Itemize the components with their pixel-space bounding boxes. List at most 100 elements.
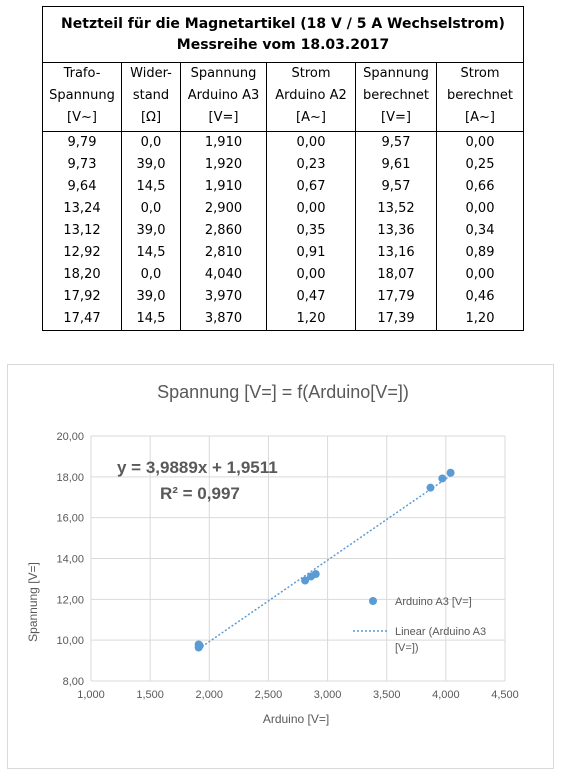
table-cell: 1,910 <box>180 176 267 198</box>
table-cell: 9,57 <box>355 131 437 154</box>
data-point <box>301 576 310 585</box>
header-widerstand: Wider- stand [Ω] <box>121 62 181 132</box>
x-tick-label: 4,500 <box>491 689 519 701</box>
table-cell: 0,46 <box>436 286 524 308</box>
table-cell: 0,91 <box>266 242 356 264</box>
y-tick-label: 18,00 <box>56 472 84 484</box>
x-tick-label: 2,500 <box>255 689 283 701</box>
y-tick-label: 14,00 <box>56 554 84 566</box>
table-title-cell: Netzteil für die Magnetartikel (18 V / 5… <box>42 6 524 63</box>
table-cell: 0,0 <box>121 264 181 286</box>
header-trafo-spannung: Trafo- Spannung [V~] <box>42 62 122 132</box>
trendline-equation: y = 3,9889x + 1,9511 <box>117 458 278 477</box>
table-cell: 0,00 <box>266 264 356 286</box>
table-cell: 9,73 <box>42 154 122 176</box>
trendline-layer <box>198 474 452 650</box>
table-cell: 0,00 <box>266 198 356 220</box>
table-cell: 14,5 <box>121 176 181 198</box>
y-tick-label: 12,00 <box>56 594 84 606</box>
table-cell: 0,0 <box>121 198 181 220</box>
table-cell: 1,920 <box>180 154 267 176</box>
y-tick-label: 20,00 <box>56 431 84 443</box>
x-tick-label: 4,000 <box>432 689 460 701</box>
table-row: 17,47 14,5 3,870 1,20 17,39 1,20 <box>42 308 524 331</box>
table-cell: 17,47 <box>42 308 122 331</box>
table-row: 9,73 39,0 1,920 0,23 9,61 0,25 <box>42 154 524 176</box>
data-point <box>446 468 455 477</box>
y-tick-label: 10,00 <box>56 635 84 647</box>
data-point <box>194 643 203 652</box>
legend-label-trendline: Linear (Arduino A3 <box>395 626 486 638</box>
table-cell: 12,92 <box>42 242 122 264</box>
table-cell: 9,79 <box>42 131 122 154</box>
table-cell: 17,39 <box>355 308 437 331</box>
data-point <box>426 483 435 492</box>
header-strom-berechnet: Strom berechnet [A~] <box>436 62 524 132</box>
chart-gridlines <box>90 435 506 682</box>
table-cell: 9,64 <box>42 176 122 198</box>
table-cell: 9,57 <box>355 176 437 198</box>
table-row: 9,64 14,5 1,910 0,67 9,57 0,66 <box>42 176 524 198</box>
table-row: 17,92 39,0 3,970 0,47 17,79 0,46 <box>42 286 524 308</box>
table-cell: 17,92 <box>42 286 122 308</box>
table-cell: 13,24 <box>42 198 122 220</box>
table-subtitle: Messreihe vom 18.03.2017 <box>176 36 390 53</box>
table-cell: 2,900 <box>180 198 267 220</box>
table-cell: 13,36 <box>355 220 437 242</box>
table-cell: 1,20 <box>266 308 356 331</box>
y-tick-label: 8,00 <box>63 676 84 688</box>
table-cell: 0,00 <box>436 131 524 154</box>
table-row: 12,92 14,5 2,810 0,91 13,16 0,89 <box>42 242 524 264</box>
x-tick-label: 3,500 <box>373 689 401 701</box>
legend-label-series: Arduino A3 [V=] <box>395 596 472 608</box>
chart-title: Spannung [V=] = f(Arduino[V=]) <box>157 382 409 402</box>
table-cell: 0,47 <box>266 286 356 308</box>
table-cell: 39,0 <box>121 154 181 176</box>
table-cell: 0,67 <box>266 176 356 198</box>
chart-area: Spannung [V=] = f(Arduino[V=]) 8,00 10,00… <box>7 364 554 769</box>
table-cell: 39,0 <box>121 220 181 242</box>
chart-legend: Arduino A3 [V=] Linear (Arduino A3 [V=]) <box>353 596 486 654</box>
y-axis-ticks: 8,00 10,00 12,00 14,00 16,00 18,00 20,00 <box>56 431 84 688</box>
table-cell: 1,910 <box>180 131 267 154</box>
table-cell: 39,0 <box>121 286 181 308</box>
scatter-chart: Spannung [V=] = f(Arduino[V=]) 8,00 10,00… <box>26 382 519 726</box>
table-cell: 3,870 <box>180 308 267 331</box>
x-tick-label: 1,500 <box>136 689 164 701</box>
table-cell: 17,79 <box>355 286 437 308</box>
x-tick-label: 3,000 <box>314 689 342 701</box>
trendline <box>198 474 452 650</box>
table-cell: 13,52 <box>355 198 437 220</box>
table-cell: 0,0 <box>121 131 181 154</box>
x-tick-label: 1,000 <box>77 689 105 701</box>
table-cell: 2,810 <box>180 242 267 264</box>
table-cell: 0,34 <box>436 220 524 242</box>
header-strom-arduino: Strom Arduino A2 [A~] <box>266 62 356 132</box>
header-spannung-berechnet: Spannung berechnet [V=] <box>355 62 437 132</box>
trendline-r-squared: R² = 0,997 <box>160 484 240 503</box>
table-cell: 9,61 <box>355 154 437 176</box>
table-cell: 0,00 <box>436 264 524 286</box>
data-points <box>194 468 455 652</box>
data-point <box>307 572 316 581</box>
table-cell: 0,23 <box>266 154 356 176</box>
y-axis-label: Spannung [V=] <box>26 562 40 642</box>
legend-marker-series <box>369 597 377 605</box>
table-row: 18,20 0,0 4,040 0,00 18,07 0,00 <box>42 264 524 286</box>
measurement-table: Netzteil für die Magnetartikel (18 V / 5… <box>42 6 524 331</box>
table-cell: 4,040 <box>180 264 267 286</box>
header-spannung-arduino: Spannung Arduino A3 [V=] <box>180 62 267 132</box>
table-cell: 0,89 <box>436 242 524 264</box>
table-cell: 14,5 <box>121 308 181 331</box>
table-cell: 0,35 <box>266 220 356 242</box>
x-axis-ticks: 1,000 1,500 2,000 2,500 3,000 3,500 4,000 4,500 <box>77 689 519 701</box>
table-cell: 0,00 <box>266 131 356 154</box>
table-cell: 0,00 <box>436 198 524 220</box>
table-cell: 3,970 <box>180 286 267 308</box>
table-cell: 18,07 <box>355 264 437 286</box>
table-row: 9,79 0,0 1,910 0,00 9,57 0,00 <box>42 131 524 154</box>
table-cell: 13,16 <box>355 242 437 264</box>
table-cell: 0,66 <box>436 176 524 198</box>
legend-label-trendline-cont: [V=]) <box>395 642 419 654</box>
table-cell: 2,860 <box>180 220 267 242</box>
